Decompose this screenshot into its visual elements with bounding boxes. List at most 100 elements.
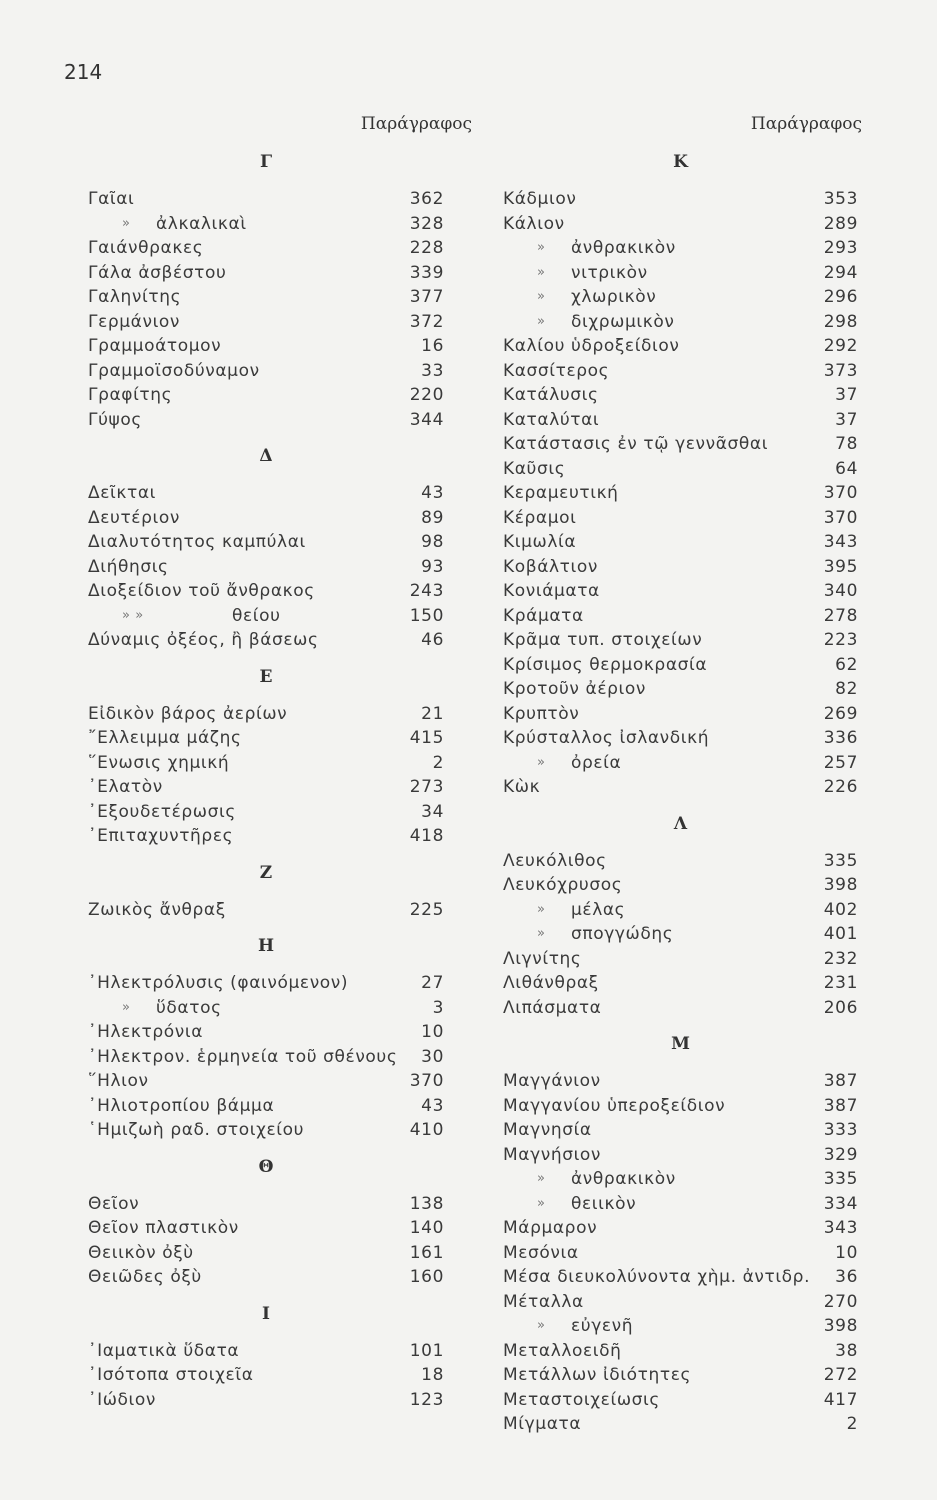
index-entry: Δεῖκται 43	[88, 481, 444, 506]
entry-term: Κέραμοι	[503, 507, 577, 528]
index-entry: Ζωικὸς ἄνθραξ 225	[88, 898, 444, 923]
entry-term: Εἰδικὸν βάρος ἀερίων	[88, 703, 288, 724]
section-letter-heading: Λ	[673, 813, 688, 834]
entry-term: Γραμμοϊσοδύναμον	[88, 360, 260, 381]
entry-term: Κοβάλτιον	[503, 556, 598, 577]
index-entry: Διήθησις 93	[88, 555, 444, 580]
index-entry: Κρυπτὸν 269	[503, 702, 858, 727]
index-entry: Θειικὸν ὀξὺ 161	[88, 1241, 444, 1266]
entry-paragraph-number: 64	[835, 458, 858, 479]
entry-paragraph-number: 344	[409, 409, 444, 430]
entry-term: Γραμμοάτομον	[88, 336, 222, 356]
index-section: Λ Λευκόλιθος 335 Λευκόχρυσος 398 » μέλας 402 » σπ…	[503, 800, 858, 1021]
entry-term: χλωρικὸν	[571, 287, 657, 307]
index-entry: Κιμωλία 343	[503, 530, 858, 555]
entry-paragraph-number: 38	[835, 1340, 858, 1361]
entry-paragraph-number: 289	[823, 213, 858, 234]
index-entry: » εὐγενῆ 398	[503, 1314, 858, 1339]
entry-paragraph-number: 418	[409, 826, 444, 846]
entry-paragraph-number: 343	[823, 532, 858, 552]
entry-term: Γύψος	[88, 409, 142, 430]
entry-paragraph-number: 33	[421, 360, 444, 381]
index-entry: Κὼκ 226	[503, 775, 858, 800]
entry-term: Λευκόλιθος	[503, 850, 607, 871]
index-entry: Κράματα 278	[503, 604, 858, 629]
index-entry: Μίγματα 2	[503, 1412, 858, 1437]
index-entry: » χλωρικὸν 296	[503, 285, 858, 310]
index-entry: » μέλας 402	[503, 898, 858, 923]
index-entry: » νιτρικὸν 294	[503, 261, 858, 286]
entry-term: Θεῖον	[88, 1193, 140, 1214]
entry-term: Κράματα	[503, 605, 584, 626]
index-entry: » θειικὸν 334	[503, 1192, 858, 1217]
index-entry: Γραμμοϊσοδύναμον 33	[88, 359, 444, 384]
entry-paragraph-number: 138	[409, 1193, 444, 1214]
entry-term: σπογγώδης	[571, 924, 674, 944]
entry-term: Μάρμαρον	[503, 1218, 598, 1238]
index-entry: ᾿Επιταχυντῆρες 418	[88, 824, 444, 849]
index-section: Δ Δεῖκται 43 Δευτέριον 89 Διαλυτότητος καμπύλ…	[88, 432, 444, 653]
ditto-mark: »	[537, 240, 546, 255]
index-section: Η ᾿Ηλεκτρόλυσις (φαινόμενον) 27» ὕδατος 3 ᾿Ηλ…	[88, 922, 444, 1143]
entry-term: Μαγγάνιον	[503, 1071, 601, 1091]
index-entry: » ἀνθρακικὸν 335	[503, 1167, 858, 1192]
entry-term: Γερμάνιον	[88, 311, 181, 332]
index-section: Θ Θεῖον 138 Θεῖον πλαστικὸν 140 Θειικὸν ὀξὺ 16…	[88, 1143, 444, 1290]
entry-term: Θεῖον πλαστικὸν	[88, 1218, 239, 1238]
entry-paragraph-number: 370	[409, 1071, 444, 1091]
entry-paragraph-number: 206	[823, 997, 858, 1018]
entry-term: Κατάλυσις	[503, 385, 599, 405]
index-entry: » ἀλκαλικαὶ 328	[88, 212, 444, 237]
page-number: 214	[64, 60, 103, 84]
entry-paragraph-number: 82	[835, 679, 858, 699]
entry-paragraph-number: 3	[432, 997, 444, 1018]
entry-paragraph-number: 370	[823, 483, 858, 503]
entry-term: Μέταλλα	[503, 1291, 584, 1312]
index-entry: Λιπάσματα 206	[503, 996, 858, 1021]
entry-term: Διήθησις	[88, 556, 169, 577]
index-entry: Μέσα διευκολύνοντα χὴμ. ἀντιδρ. 36	[503, 1265, 858, 1290]
index-entry: Θειῶδες ὀξὺ 160	[88, 1265, 444, 1290]
entry-paragraph-number: 272	[823, 1365, 858, 1385]
entry-paragraph-number: 140	[409, 1218, 444, 1238]
entry-term: Διαλυτότητος καμπύλαι	[88, 532, 306, 552]
entry-term: Λιθάνθραξ	[503, 973, 599, 993]
entry-paragraph-number: 333	[823, 1120, 858, 1140]
index-entry: ᾿Ιαματικὰ ὕδατα 101	[88, 1339, 444, 1364]
entry-term: Κρᾶμα τυπ. στοιχείων	[503, 630, 703, 650]
index-entry: ᾿Ιώδιον 123	[88, 1388, 444, 1413]
entry-paragraph-number: 340	[823, 581, 858, 601]
entry-paragraph-number: 231	[823, 973, 858, 993]
index-entry: Γαληνίτης 377	[88, 285, 444, 310]
ditto-mark: »	[537, 754, 546, 770]
entry-term: ῞Ηλιον	[88, 1071, 149, 1091]
index-entry: Μαγγάνιον 387	[503, 1069, 858, 1094]
entry-paragraph-number: 10	[421, 1022, 444, 1042]
entry-paragraph-number: 226	[823, 777, 858, 797]
index-entry: Δευτέριον 89	[88, 506, 444, 531]
entry-term: Μαγγανίου ὑπεροξείδιον	[503, 1095, 726, 1116]
index-entry: Γραφίτης 220	[88, 383, 444, 408]
ditto-mark: »	[537, 1195, 546, 1211]
entry-paragraph-number: 353	[823, 189, 858, 209]
index-entry: » σπογγώδης 401	[503, 922, 858, 947]
entry-term: Καταλύται	[503, 409, 600, 430]
ditto-mark: »	[122, 215, 131, 231]
entry-term: θειικὸν	[571, 1193, 637, 1214]
entry-term: Γαῖαι	[88, 189, 135, 209]
entry-term: Θειικὸν ὀξὺ	[88, 1242, 194, 1263]
section-letter-heading: Ζ	[259, 862, 273, 883]
index-entry: Λευκόλιθος 335	[503, 849, 858, 874]
entry-term: Κρυπτὸν	[503, 703, 580, 724]
entry-paragraph-number: 370	[823, 507, 858, 528]
entry-paragraph-number: 18	[421, 1365, 444, 1385]
entry-term: ᾿Επιταχυντῆρες	[88, 826, 234, 846]
entry-term: Δύναμις ὀξέος, ἢ βάσεως	[88, 630, 319, 650]
index-section: Ζ Ζωικὸς ἄνθραξ 225	[88, 849, 444, 923]
index-entry: Γερμάνιον 372	[88, 310, 444, 335]
entry-paragraph-number: 46	[421, 630, 444, 650]
entry-term: Λιγνίτης	[503, 948, 582, 969]
entry-term: ῎Ελλειμμα μάζης	[88, 728, 242, 748]
index-entry: Θεῖον πλαστικὸν 140	[88, 1216, 444, 1241]
ditto-mark: »	[537, 1171, 546, 1186]
